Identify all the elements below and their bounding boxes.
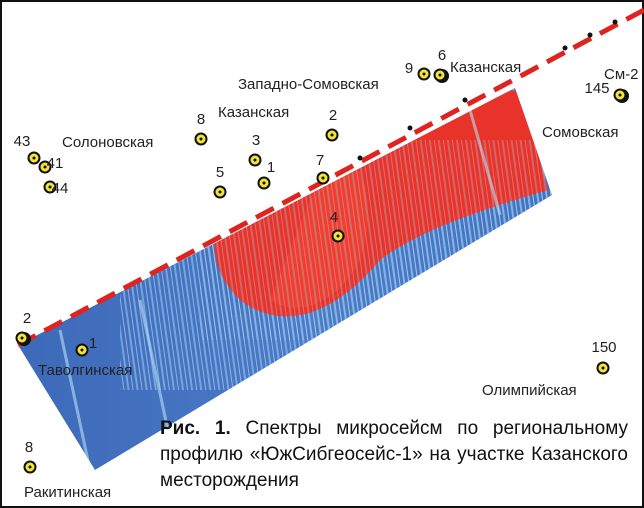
area-name: Сомовская bbox=[542, 124, 619, 141]
well-center bbox=[81, 349, 84, 352]
well-label: 7 bbox=[316, 152, 324, 169]
caption-text: Спектры микросейсм по региональному проф… bbox=[160, 418, 628, 491]
well-label: 5 bbox=[216, 164, 224, 181]
well-label: 6 bbox=[438, 47, 446, 64]
well-center bbox=[423, 73, 426, 76]
well-center bbox=[219, 191, 222, 194]
well-label: 41 bbox=[47, 155, 64, 172]
caption-label: Рис. 1. bbox=[160, 418, 231, 439]
well-label: 43 bbox=[14, 133, 31, 150]
well-label: 9 bbox=[405, 60, 413, 77]
area-name: См-2 bbox=[604, 66, 638, 83]
caption: Рис. 1. Спектры микросейсм по региональн… bbox=[160, 416, 628, 494]
area-name: Казанская bbox=[450, 59, 521, 76]
map-figure: 434144831527496145211508 СолоновскаяКаза… bbox=[0, 0, 644, 508]
area-name: Западно-Сомовская bbox=[238, 76, 379, 93]
area-name: Олимпийская bbox=[482, 382, 577, 399]
well-label: 8 bbox=[25, 439, 33, 456]
well-label: 1 bbox=[267, 159, 275, 176]
well-center bbox=[33, 157, 36, 160]
area-name: Ракитинская bbox=[24, 484, 111, 501]
well-label: 2 bbox=[23, 310, 31, 327]
well-center bbox=[337, 235, 340, 238]
well-center bbox=[254, 159, 257, 162]
well-center bbox=[200, 138, 203, 141]
area-name: Казанская bbox=[218, 104, 289, 121]
well-center bbox=[619, 94, 622, 97]
well-center bbox=[263, 182, 266, 185]
well-label: 4 bbox=[330, 209, 338, 226]
well-center bbox=[331, 134, 334, 137]
well-label: 2 bbox=[329, 107, 337, 124]
area-name: Солоновская bbox=[62, 134, 153, 151]
well-label: 8 bbox=[197, 111, 205, 128]
well-center bbox=[439, 74, 442, 77]
well-center bbox=[602, 367, 605, 370]
well-label: 1 bbox=[89, 335, 97, 352]
area-name: Таволгинская bbox=[38, 362, 132, 379]
well-center bbox=[29, 466, 32, 469]
well-label: 44 bbox=[52, 180, 69, 197]
well-center bbox=[322, 177, 325, 180]
well-label: 150 bbox=[591, 339, 616, 356]
well-label: 3 bbox=[252, 132, 260, 149]
well-center bbox=[21, 337, 24, 340]
